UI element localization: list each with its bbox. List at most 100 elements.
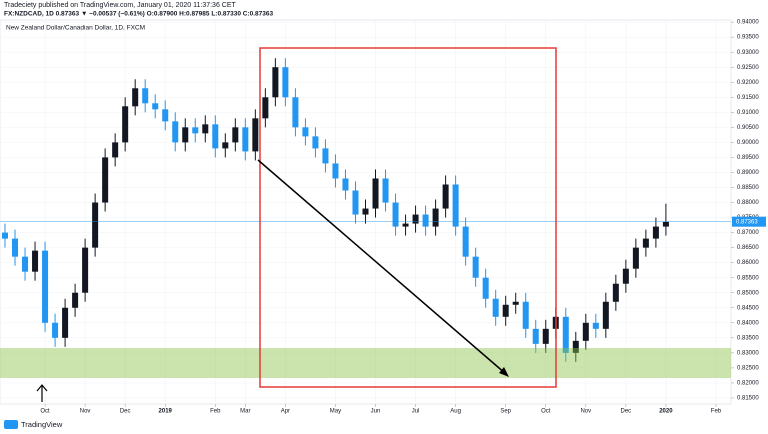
candle-body: [262, 97, 269, 119]
candle-body: [612, 283, 619, 302]
y-tick-label: 0.82500: [737, 365, 759, 371]
candle-body: [212, 124, 219, 149]
candle-body: [542, 328, 549, 344]
y-tick-label: 0.94000: [737, 20, 759, 26]
y-tick-label: 0.91500: [737, 95, 759, 101]
x-tick-label: Oct: [40, 409, 50, 415]
x-tick-label: Jun: [371, 409, 381, 415]
candle-body: [512, 301, 519, 305]
chart-title: New Zealand Dollar/Canadian Dollar, 1D, …: [6, 25, 145, 32]
candle-body: [302, 127, 309, 137]
y-tick-label: 0.90500: [737, 125, 759, 131]
y-tick-label: 0.86000: [737, 260, 759, 266]
candle-body: [582, 322, 589, 341]
candle-body: [352, 190, 359, 215]
last-price-label: 0.87363: [736, 219, 758, 225]
y-tick-label: 0.88500: [737, 185, 759, 191]
x-tick-label: Jul: [412, 409, 420, 415]
candle-body: [282, 67, 289, 98]
candle-body: [532, 328, 539, 344]
x-tick-label: Sep: [500, 409, 511, 415]
candle-body: [22, 256, 29, 272]
y-tick-label: 0.93500: [737, 35, 759, 41]
candle-body: [152, 103, 159, 110]
x-tick-label: Oct: [541, 409, 551, 415]
y-tick-label: 0.92500: [737, 65, 759, 71]
candle-body: [72, 292, 79, 308]
candle-body: [592, 322, 599, 329]
candle-body: [272, 67, 279, 98]
candle-body: [372, 178, 379, 209]
support-zone: [0, 348, 731, 378]
x-tick-label: Feb: [210, 409, 221, 415]
y-tick-label: 0.83000: [737, 350, 759, 356]
x-tick-label: Dec: [621, 409, 632, 415]
trend-arrow: [257, 159, 507, 375]
y-tick-label: 0.91000: [737, 110, 759, 116]
candle-body: [432, 208, 439, 227]
candle-body: [52, 322, 59, 338]
candle-body: [412, 214, 419, 224]
candle-body: [112, 142, 119, 158]
candle-body: [32, 250, 39, 272]
y-tick-label: 0.84500: [737, 305, 759, 311]
candle-body: [492, 298, 499, 317]
candle-body: [342, 178, 349, 191]
candle-body: [122, 106, 129, 143]
candle-body: [632, 247, 639, 269]
candle-body: [252, 118, 259, 152]
y-tick-label: 0.81500: [737, 396, 759, 402]
candle-body: [92, 202, 99, 248]
y-tick-label: 0.89500: [737, 155, 759, 161]
x-tick-label: Nov: [580, 409, 591, 415]
candle-body: [452, 184, 459, 227]
candle-body: [572, 340, 579, 353]
up-arrow-head: [36, 384, 48, 392]
candle-body: [242, 127, 249, 152]
x-tick-label: Nov: [80, 409, 91, 415]
last-price-tag: [732, 216, 766, 227]
y-tick-label: 0.83500: [737, 335, 759, 341]
y-tick-label: 0.89000: [737, 170, 759, 176]
logo-icon: [4, 420, 18, 429]
candle-body: [12, 238, 19, 257]
candle-body: [422, 214, 429, 227]
candle-body: [662, 221, 669, 227]
candle-body: [202, 124, 209, 134]
y-tick-label: 0.85000: [737, 290, 759, 296]
x-tick-label: Feb: [711, 409, 722, 415]
candle-body: [652, 226, 659, 239]
y-tick-label: 0.85500: [737, 275, 759, 281]
candle-body: [172, 121, 179, 143]
candle-body: [292, 97, 299, 128]
candle-body: [502, 304, 509, 317]
candle-body: [42, 250, 49, 323]
trend-arrow-head: [499, 367, 509, 377]
candle-body: [142, 88, 149, 104]
candle-body: [192, 127, 199, 134]
candle-body: [362, 208, 369, 215]
candle-body: [312, 136, 319, 149]
candle-body: [622, 268, 629, 284]
y-tick-label: 0.84000: [737, 320, 759, 326]
symbol-line: FX:NZDCAD, 1D 0.87363 ▼ −0.00537 (−0.61%…: [4, 11, 273, 18]
candle-body: [392, 202, 399, 227]
candle-body: [522, 301, 529, 329]
candle-body: [222, 142, 229, 149]
highlight-box: [259, 47, 557, 388]
candle-body: [462, 226, 469, 257]
grid: [0, 20, 731, 404]
y-tick-label: 0.88000: [737, 200, 759, 206]
candle-body: [472, 256, 479, 278]
x-tick-label: 2020: [659, 409, 673, 415]
publisher: Tradeciety published on TradingView.com,…: [4, 2, 237, 9]
candle-body: [402, 223, 409, 227]
y-tick-label: 0.92000: [737, 80, 759, 86]
x-tick-label: Apr: [281, 409, 290, 415]
x-tick-label: Dec: [120, 409, 131, 415]
candle-body: [102, 157, 109, 203]
candle-body: [382, 178, 389, 203]
logo: TradingView: [21, 420, 63, 429]
candle-body: [62, 307, 69, 338]
